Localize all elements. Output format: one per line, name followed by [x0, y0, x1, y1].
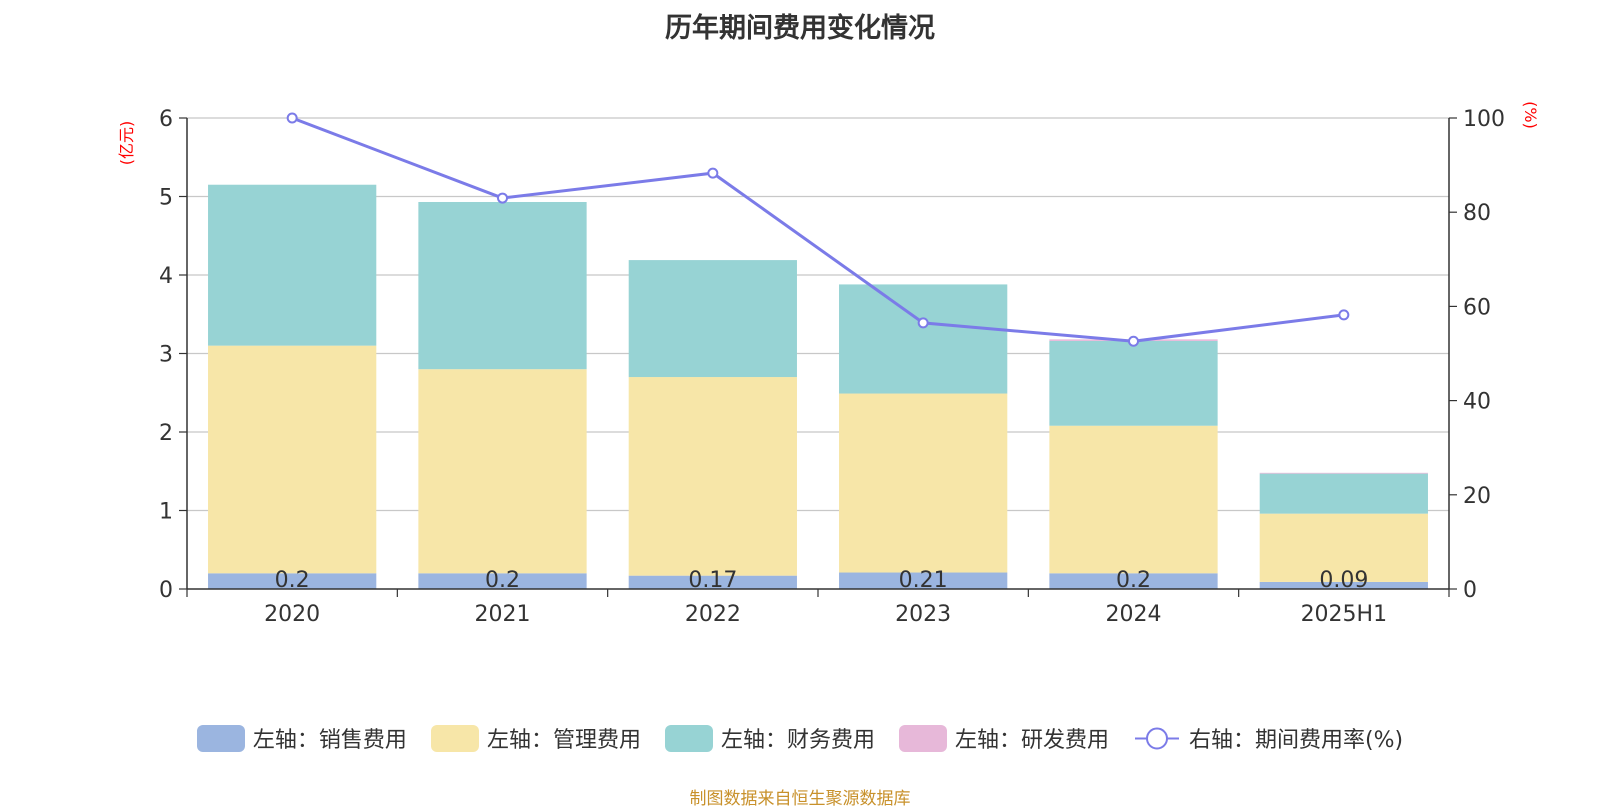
- left-axis-tick-label: 3: [159, 343, 173, 368]
- bar-左轴：管理费用-2024: [1049, 425, 1218, 574]
- rate-point: [707, 167, 719, 179]
- right-axis-tick-label: 40: [1463, 390, 1491, 415]
- bar-左轴：销售费用-2024: [1049, 573, 1218, 589]
- bar-左轴：财务费用-2024: [1049, 340, 1218, 426]
- bar-左轴：销售费用-2025H1: [1259, 581, 1428, 589]
- right-axis-tick-label: 60: [1463, 295, 1491, 320]
- rate-point: [1338, 309, 1350, 321]
- bar-左轴：管理费用-2022: [628, 377, 797, 576]
- bar-左轴：财务费用-2022: [628, 260, 797, 378]
- bar-左轴：研发费用-2025H1: [1259, 472, 1428, 474]
- source-note: 制图数据来自恒生聚源数据库: [689, 789, 911, 809]
- rate-point: [497, 192, 508, 204]
- grid-lines: [187, 117, 1449, 512]
- bar-左轴：销售费用-2021: [418, 573, 587, 589]
- bar-data-label: 0.09: [1319, 568, 1368, 593]
- bar-左轴：财务费用-2020: [208, 184, 377, 346]
- x-axis-tick-label: 2023: [895, 602, 951, 627]
- legend-label: 右轴：期间费用率(%): [1188, 728, 1404, 753]
- left-axis-tick-label: 6: [159, 107, 173, 132]
- bar-series: [208, 184, 1428, 589]
- left-axis-tick-label: 0: [159, 578, 173, 603]
- legend-label: 左轴：管理费用: [486, 728, 641, 753]
- legend: 左轴：销售费用 左轴：管理费用 左轴：财务费用 左轴：研发费用 右轴：期间费用率(%): [0, 722, 1600, 754]
- left-axis-tick-label: 4: [159, 264, 173, 289]
- bar-左轴：管理费用-2023: [839, 393, 1008, 573]
- left-axis-tick-label: 5: [159, 186, 173, 211]
- bar-data-label: 0.2: [275, 568, 310, 593]
- legend-swatch: [664, 724, 713, 752]
- data-labels: 0.2 0.2 0.17 0.21 0.2 0.09: [275, 568, 1369, 593]
- right-axis-tick-label: 100: [1463, 107, 1505, 132]
- bar-左轴：管理费用-2021: [418, 369, 587, 574]
- chart-title: 历年期间费用变化情况: [665, 13, 935, 44]
- legend-label: 左轴：销售费用: [252, 728, 407, 753]
- legend-item[interactable]: 左轴：财务费用: [664, 722, 875, 754]
- x-axis-tick-label: 2020: [264, 602, 320, 627]
- bar-左轴：销售费用-2020: [208, 573, 377, 589]
- bar-data-label: 0.17: [688, 568, 737, 593]
- rate-point: [286, 112, 298, 124]
- legend-item[interactable]: 左轴：研发费用: [898, 722, 1109, 754]
- right-axis-unit-label: (%): [1521, 101, 1540, 129]
- right-axis-tick-label: 0: [1463, 578, 1477, 603]
- rate-point: [917, 317, 929, 329]
- left-axis-tick-label: 1: [159, 500, 173, 525]
- left-axis-tick-label: 2: [159, 421, 173, 446]
- rate-point: [1128, 335, 1139, 347]
- bar-左轴：管理费用-2025H1: [1259, 513, 1428, 582]
- bar-左轴：销售费用-2023: [839, 572, 1008, 589]
- x-axis-tick-label: 2024: [1106, 602, 1162, 627]
- bar-data-label: 0.2: [1116, 568, 1151, 593]
- bar-左轴：管理费用-2020: [208, 345, 377, 574]
- legend-item[interactable]: 左轴：管理费用: [430, 722, 641, 754]
- legend-label: 左轴：研发费用: [954, 728, 1109, 753]
- bar-左轴：财务费用-2021: [418, 201, 587, 370]
- x-axis-tick-label: 2022: [685, 602, 741, 627]
- x-axis-tick-label: 2021: [475, 602, 531, 627]
- bar-data-label: 0.2: [485, 568, 520, 593]
- legend-swatch: [430, 724, 479, 752]
- rate-line: [291, 116, 1345, 343]
- bar-data-label: 0.21: [899, 568, 948, 593]
- legend-item[interactable]: 右轴：期间费用率(%): [1133, 722, 1403, 754]
- right-axis-tick-label: 20: [1463, 484, 1491, 509]
- x-axis-tick-label: 2025H1: [1301, 602, 1388, 627]
- bar-左轴：销售费用-2022: [628, 575, 797, 589]
- bar-左轴：财务费用-2025H1: [1259, 473, 1428, 514]
- legend-label: 左轴：财务费用: [720, 728, 875, 753]
- rate-line-series: [286, 112, 1350, 347]
- legend-item[interactable]: 左轴：销售费用: [196, 722, 407, 754]
- legend-swatch: [196, 724, 245, 752]
- bar-左轴：财务费用-2023: [839, 284, 1008, 394]
- legend-line-marker-icon: [1134, 727, 1179, 749]
- right-axis-tick-label: 80: [1463, 201, 1491, 226]
- left-axis-unit-label: (亿元): [117, 121, 136, 166]
- legend-swatch: [898, 724, 947, 752]
